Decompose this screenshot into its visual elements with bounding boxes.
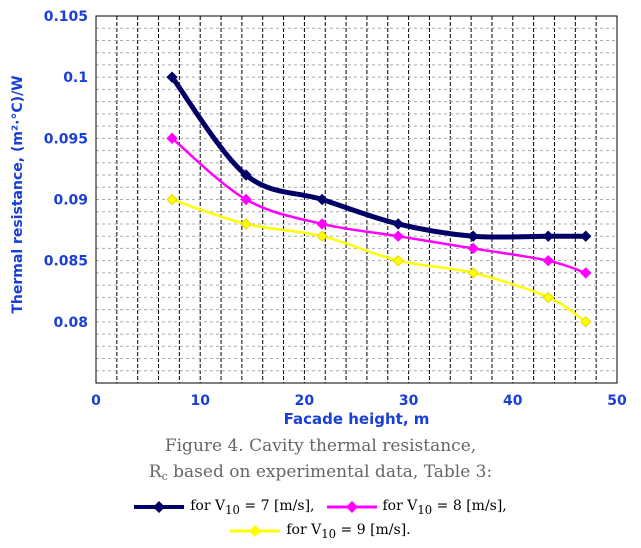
data-point [580,230,592,242]
series-group [166,71,592,328]
data-point [580,316,592,328]
data-point [467,242,479,255]
data-point [316,193,328,206]
data-point [392,254,404,267]
data-point [542,230,554,242]
legend-item-v9: for V10 = 9 [m/s]. [230,521,411,541]
data-point [166,193,178,206]
series-line [171,137,587,275]
line-chart: 0 10 20 30 40 50 0.08 0.085 0.09 0.095 0.1 0.105 F… [10,9,627,428]
y-tick-label: 0.09 [53,193,88,209]
legend-row: for V10 = 7 [m/s], for V10 = 8 [m/s], [0,496,641,518]
y-axis: 0.08 0.085 0.09 0.095 0.1 0.105 [44,9,88,331]
data-point [580,267,592,279]
data-point [467,230,479,242]
legend-item-v7: for V10 = 7 [m/s], [134,497,315,517]
x-tick-label: 10 [190,393,210,409]
x-tick-label: 30 [399,393,419,409]
y-tick-label: 0.105 [44,9,88,25]
data-point [467,267,479,279]
series-0 [166,71,592,242]
caption-symbol: R [148,462,162,482]
data-point [392,218,404,230]
plot-area-frame [95,15,618,384]
legend-swatch-v8 [326,500,377,513]
data-point [542,291,554,304]
data-point [240,218,252,230]
data-point [240,193,252,206]
legend-label-v8: for V10 = 8 [m/s], [382,497,507,517]
grid [96,16,617,383]
legend-row: for V10 = 9 [m/s]. [0,520,641,542]
legend-label-v7: for V10 = 7 [m/s], [190,497,315,517]
y-tick-label: 0.1 [63,70,88,86]
caption-text: based on experimental data, Table 3: [167,462,493,482]
figure-caption-line-2: Rc based on experimental data, Table 3: [0,462,641,483]
x-axis-label: Facade height, m [284,410,430,428]
y-axis-label: Thermal resistance, (m²·°C)/W [10,75,26,313]
legend-swatch-v7 [134,500,185,513]
series-1 [166,132,592,279]
y-tick-label: 0.085 [44,254,88,270]
legend-label-v9: for V10 = 9 [m/s]. [286,521,411,541]
x-tick-label: 50 [607,393,627,409]
legend-swatch-v9 [230,524,281,537]
x-tick-label: 0 [91,393,101,409]
data-point [542,254,554,267]
legend-item-v8: for V10 = 8 [m/s], [326,497,507,517]
figure-caption-line-1: Figure 4. Cavity thermal resistance, [164,436,477,456]
data-point [316,218,328,230]
y-tick-label: 0.08 [53,315,88,331]
x-tick-label: 20 [295,393,315,409]
x-axis: 0 10 20 30 40 50 [91,393,627,409]
data-point [316,230,328,242]
x-tick-label: 40 [503,393,523,409]
data-point [166,71,178,83]
data-point [392,230,404,242]
data-point [166,132,178,145]
data-point [240,169,252,181]
y-tick-label: 0.095 [44,131,88,147]
caption-symbol-subscript: c [161,470,168,483]
series-2 [166,193,592,328]
